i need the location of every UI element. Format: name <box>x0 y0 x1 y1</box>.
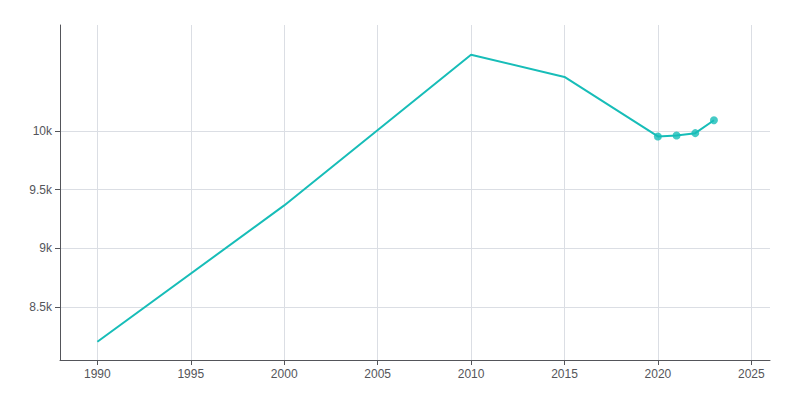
svg-text:2010: 2010 <box>458 367 485 381</box>
svg-text:2025: 2025 <box>738 367 765 381</box>
svg-text:1995: 1995 <box>177 367 204 381</box>
svg-text:9k: 9k <box>39 241 53 255</box>
svg-text:9.5k: 9.5k <box>29 183 53 197</box>
svg-text:1990: 1990 <box>84 367 111 381</box>
svg-text:10k: 10k <box>33 124 53 138</box>
svg-text:8.5k: 8.5k <box>29 300 53 314</box>
svg-text:2015: 2015 <box>551 367 578 381</box>
svg-text:2005: 2005 <box>364 367 391 381</box>
svg-text:2000: 2000 <box>271 367 298 381</box>
svg-text:2020: 2020 <box>645 367 672 381</box>
